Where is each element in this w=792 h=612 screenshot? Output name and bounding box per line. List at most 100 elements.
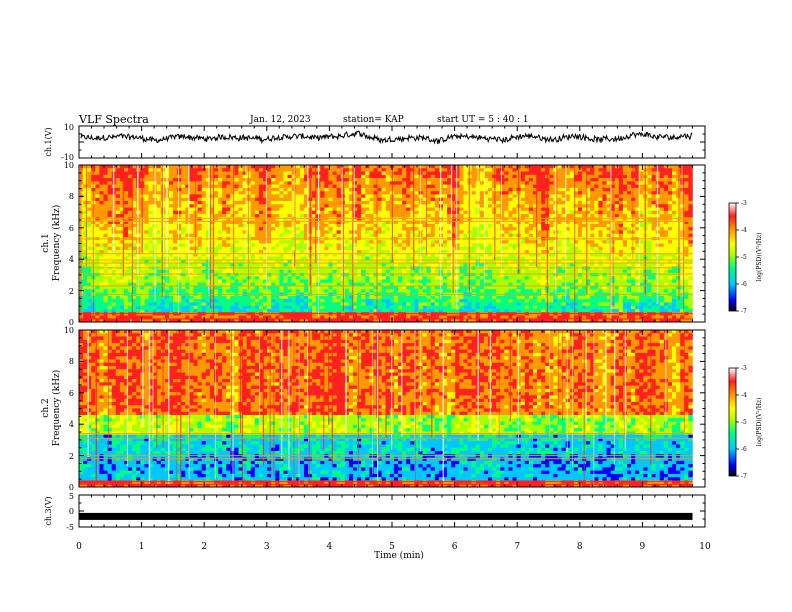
- spectrogram-cell: [381, 171, 387, 176]
- spectrogram-cell: [246, 269, 252, 274]
- spectrogram-cell: [369, 246, 374, 251]
- spectrogram-cell: [447, 240, 452, 244]
- spectrogram-cell: [181, 197, 186, 202]
- spectrogram-cell: [422, 171, 427, 176]
- spectrogram-cell: [299, 240, 305, 244]
- spectrogram-cell: [177, 299, 182, 303]
- spectrogram-cell: [471, 263, 477, 267]
- spectrogram-cell: [434, 184, 440, 189]
- spectrogram-cell: [332, 240, 337, 244]
- spectrogram-cell: [279, 315, 284, 320]
- spectrogram-cell: [177, 220, 182, 225]
- spectrogram-cell: [479, 250, 485, 254]
- spectrogram-cell: [107, 197, 113, 202]
- spectrogram-cell: [299, 279, 305, 284]
- spectrogram-cell: [496, 207, 501, 212]
- spectrogram-cell: [197, 174, 202, 179]
- spectrogram-cell: [487, 286, 493, 290]
- spectrogram-cell: [393, 315, 399, 320]
- spectrogram-cell: [267, 286, 272, 290]
- spectrogram-cell: [479, 308, 485, 313]
- spectrogram-cell: [222, 305, 227, 310]
- spectrogram-cell: [168, 318, 174, 323]
- spectrogram-cell: [156, 308, 162, 313]
- spectrogram-cell: [177, 217, 182, 221]
- spectrogram-cell: [226, 312, 231, 316]
- spectrogram-cell: [365, 243, 370, 248]
- spectrogram-cell: [357, 286, 362, 290]
- spectrogram-cell: [148, 282, 153, 287]
- spectrogram-cell: [115, 207, 121, 212]
- spectrogram-cell: [173, 230, 178, 234]
- spectrogram-cell: [373, 279, 378, 284]
- spectrogram-cell: [99, 312, 104, 316]
- spectrogram-cell: [291, 256, 297, 261]
- spectrogram-cell: [430, 194, 436, 199]
- spectrogram-cell: [299, 318, 305, 323]
- spectrogram-cell: [385, 253, 391, 257]
- spectrogram-cell: [443, 286, 448, 290]
- spectrogram-cell: [107, 178, 113, 182]
- spectrogram-cell: [299, 289, 305, 293]
- spectrogram-cell: [385, 276, 391, 280]
- spectrogram-cell: [132, 282, 137, 287]
- spectrogram-cell: [267, 227, 272, 231]
- spectrogram-cell: [205, 233, 211, 238]
- spectrogram-cell: [426, 276, 432, 280]
- spectrogram-cell: [406, 187, 411, 192]
- spectrogram-cell: [385, 286, 391, 290]
- spectrogram-cell: [483, 250, 489, 254]
- spectrogram-cell: [426, 181, 432, 185]
- spectrogram-cell: [471, 217, 477, 221]
- spectrogram-cell: [189, 276, 194, 280]
- spectrogram-cell: [328, 315, 333, 320]
- spectrogram-cell: [344, 194, 350, 199]
- spectrogram-cell: [242, 210, 247, 215]
- spectrogram-cell: [119, 246, 125, 251]
- spectrogram-cell: [246, 194, 252, 199]
- spectrogram-cell: [332, 312, 337, 316]
- spectrogram-cell: [496, 253, 501, 257]
- spectrogram-cell: [119, 230, 125, 234]
- spectrogram-cell: [291, 204, 297, 208]
- spectrogram-cell: [213, 282, 219, 287]
- spectrogram-cell: [303, 181, 309, 185]
- spectrogram-cell: [283, 184, 288, 189]
- spectrogram-cell: [357, 207, 362, 212]
- spectrogram-cell: [463, 279, 468, 284]
- spectrogram-cell: [128, 289, 133, 293]
- spectrogram-cell: [487, 184, 493, 189]
- spectrogram-cell: [238, 259, 243, 264]
- spectrogram-cell: [287, 289, 292, 293]
- spectrogram-cell: [414, 276, 419, 280]
- spectrogram-cell: [218, 282, 223, 287]
- spectrogram-cell: [483, 200, 489, 205]
- spectrogram-cell: [414, 289, 419, 293]
- spectrogram-cell: [455, 318, 460, 323]
- spectrogram-cell: [483, 207, 489, 212]
- spectrogram-cell: [373, 233, 378, 238]
- spectrogram-cell: [303, 250, 309, 254]
- spectrogram-cell: [353, 315, 358, 320]
- spectrogram-cell: [144, 200, 149, 205]
- spectrogram-cell: [455, 256, 460, 261]
- spectrogram-cell: [459, 318, 464, 323]
- spectrogram-cell: [369, 272, 374, 277]
- spectrogram-cell: [99, 259, 104, 264]
- spectrogram-cell: [250, 181, 256, 185]
- spectrogram-cell: [385, 243, 391, 248]
- spectrogram-cell: [414, 233, 419, 238]
- spectrogram-cell: [463, 246, 468, 251]
- spectrogram-cell: [500, 276, 505, 280]
- spectrogram-cell: [213, 243, 219, 248]
- spectrogram-cell: [115, 269, 121, 274]
- spectrogram-cell: [483, 259, 489, 264]
- spectrogram-cell: [312, 184, 317, 189]
- spectrogram-cell: [115, 194, 121, 199]
- spectrogram-cell: [385, 240, 391, 244]
- spectrogram-cell: [95, 220, 100, 225]
- spectrogram-cell: [365, 174, 370, 179]
- spectrogram-cell: [99, 220, 104, 225]
- spectrogram-cell: [123, 279, 129, 284]
- spectrogram-cell: [271, 187, 276, 192]
